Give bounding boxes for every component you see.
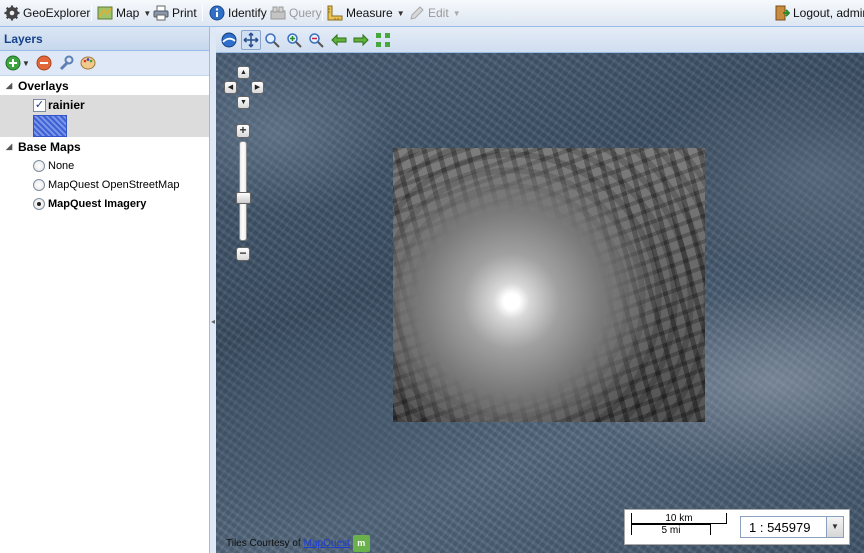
pan-left-button[interactable]: ◀ [224,81,237,94]
expand-icon[interactable]: ◢ [6,142,13,151]
layer-tree: ◢ Overlays ✓ rainier ◢ Base Maps None Ma… [0,76,209,213]
query-label: Query [289,6,322,20]
zoom-out-button[interactable] [306,30,326,50]
layer-item-rainier[interactable]: ✓ rainier [0,95,209,137]
zoom-to-layer-extent-button[interactable] [373,30,393,50]
layers-panel-title: Layers [0,27,209,51]
layer-visibility-checkbox[interactable]: ✓ [33,99,46,112]
zoom-slider-track[interactable] [239,141,247,241]
zoom-box-button[interactable] [262,30,282,50]
chevron-down-icon: ▼ [22,58,30,68]
globe-icon [221,32,237,48]
measure-label: Measure [346,6,393,20]
map-menu-button[interactable]: Map ▼ [97,4,151,22]
ruler-icon [327,5,343,21]
navigate-forward-button[interactable] [351,30,371,50]
logout-label: Logout, admin [793,6,864,20]
logout-icon [775,5,790,21]
add-layer-button[interactable]: ▼ [5,55,30,71]
printer-icon [153,5,169,21]
navigate-back-button[interactable] [329,30,349,50]
gear-icon [4,5,20,21]
edit-menu-button[interactable]: Edit ▼ [409,4,461,22]
remove-layer-icon[interactable] [36,55,52,71]
scale-select[interactable]: 1 : 545979 ▼ [740,516,844,538]
mapquest-logo-icon: m [352,535,370,552]
pan-down-button[interactable]: ▼ [237,96,250,109]
basemap-option[interactable]: MapQuest Imagery [0,194,209,213]
identify-label: Identify [228,6,267,20]
chevron-down-icon: ▼ [452,8,461,18]
query-icon [270,6,286,20]
map-toolbar [216,27,864,53]
app-name-label: GeoExplorer [23,6,91,20]
map-attribution: Tiles Courtesy of MapQuest m [226,535,370,552]
scale-panel: 10 km 5 mi 1 : 545979 ▼ [624,509,850,545]
layers-panel-toolbar: ▼ [0,51,209,76]
overlays-group[interactable]: ◢ Overlays [0,76,209,95]
map-view[interactable]: ▲ ◀ ▶ ▼ + − Tiles Courtesy of MapQuest m… [216,53,864,553]
scale-bar-metric: 10 km [631,513,727,524]
measure-menu-button[interactable]: Measure ▼ [327,4,405,22]
collapse-handle-icon[interactable]: ◂ [211,317,216,326]
print-label: Print [172,6,197,20]
zoom-box-icon [265,33,280,48]
extent-icon [376,33,390,47]
logout-button[interactable]: Logout, admin [774,4,864,22]
chevron-down-icon: ▼ [143,8,152,18]
scale-bar-imperial: 5 mi [631,524,711,536]
basemap-option[interactable]: MapQuest OpenStreetMap [0,175,209,194]
chevron-down-icon: ▼ [396,8,405,18]
wrench-icon[interactable] [58,55,74,71]
radio-button[interactable] [33,159,45,172]
rainier-elevation-overlay [393,148,705,422]
layer-name: rainier [48,98,85,112]
radio-button[interactable] [33,178,45,191]
zoom-to-max-extent-button[interactable] [219,30,239,50]
edit-label: Edit [428,6,449,20]
radio-button[interactable] [33,197,45,210]
arrow-left-icon [331,33,347,47]
panel-splitter[interactable]: ◂ [210,27,216,553]
map-icon [97,6,113,20]
query-button[interactable]: Query [270,4,322,22]
print-button[interactable]: Print [153,4,197,22]
pan-map-button[interactable] [241,30,261,50]
zoom-in-slider-button[interactable]: + [236,124,250,138]
mapquest-link[interactable]: MapQuest [303,538,350,549]
zoom-out-icon [309,33,324,48]
add-icon [5,55,21,71]
layer-legend-swatch [33,115,67,137]
basemaps-label: Base Maps [18,139,81,154]
basemap-label: MapQuest Imagery [48,197,147,210]
main-toolbar: GeoExplorer Map ▼ Print Identify Query M… [0,0,864,27]
scale-value: 1 : 545979 [749,520,811,535]
zoom-in-icon [287,33,302,48]
pencil-icon [410,6,424,20]
zoom-in-button[interactable] [284,30,304,50]
basemap-option[interactable]: None [0,156,209,175]
info-icon [209,5,225,21]
app-menu-button[interactable]: GeoExplorer [4,4,90,22]
pan-right-button[interactable]: ▶ [251,81,264,94]
style-palette-icon[interactable] [80,55,96,71]
pan-up-button[interactable]: ▲ [237,66,250,79]
zoom-slider-handle[interactable] [236,192,251,204]
attribution-text: Tiles Courtesy of [226,538,301,549]
chevron-down-icon[interactable]: ▼ [826,517,843,537]
arrow-right-icon [353,33,369,47]
expand-icon[interactable]: ◢ [6,81,13,90]
pan-arrows-icon [243,32,259,48]
layers-panel: Layers ▼ ◢ Overlays ✓ rainier ◢ Base Map… [0,27,210,553]
basemap-label: None [48,159,75,172]
basemap-label: MapQuest OpenStreetMap [48,178,180,191]
overlays-label: Overlays [18,78,69,93]
basemaps-group[interactable]: ◢ Base Maps [0,137,209,156]
zoom-out-slider-button[interactable]: − [236,247,250,261]
identify-button[interactable]: Identify [209,4,267,22]
map-menu-label: Map [116,6,140,20]
